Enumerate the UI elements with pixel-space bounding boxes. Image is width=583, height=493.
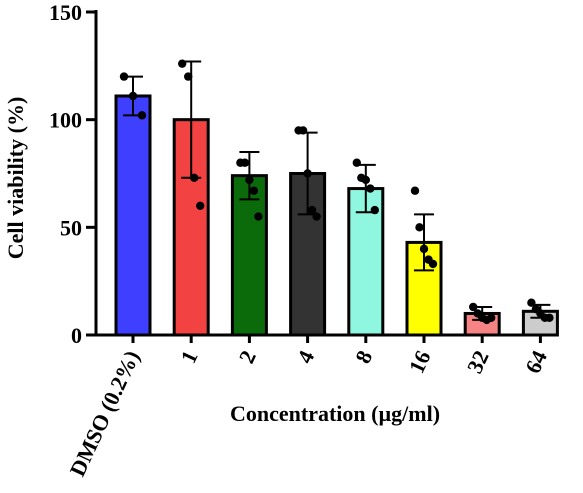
bar xyxy=(114,94,152,337)
x-axis-label: Concentration (µg/ml) xyxy=(230,401,440,426)
data-point xyxy=(196,201,205,210)
data-point xyxy=(415,223,424,232)
x-tick-label: DMSO (0.2%) xyxy=(65,347,145,481)
data-point xyxy=(419,244,429,254)
data-point xyxy=(366,184,375,193)
data-point xyxy=(527,298,536,307)
data-point xyxy=(184,72,193,81)
x-tick-label: 8 xyxy=(350,347,377,368)
y-axis-label: Cell viability (%) xyxy=(3,97,28,260)
data-point xyxy=(410,186,420,195)
bars-layer xyxy=(114,94,559,337)
data-point xyxy=(361,175,370,185)
data-point xyxy=(312,212,321,221)
y-tick-label: 0 xyxy=(71,323,82,348)
data-point xyxy=(298,126,308,135)
x-tick-label: 64 xyxy=(520,347,552,378)
x-tick-label: 2 xyxy=(234,347,261,368)
x-tick-label: 16 xyxy=(404,347,436,378)
data-point xyxy=(307,205,317,215)
data-point xyxy=(249,186,259,195)
data-point xyxy=(240,158,250,167)
data-point xyxy=(178,59,187,68)
data-point xyxy=(119,72,129,81)
y-tick-label: 100 xyxy=(49,108,82,133)
data-point xyxy=(190,173,199,183)
x-tick-label: 32 xyxy=(462,347,494,378)
data-point xyxy=(545,313,554,322)
data-point xyxy=(137,111,147,120)
labels-layer: Cell viability (%) Concentration (µg/ml)… xyxy=(3,0,552,480)
x-tick-label: 1 xyxy=(175,347,202,368)
data-point xyxy=(428,259,438,269)
data-point xyxy=(352,158,361,167)
data-point xyxy=(370,205,379,215)
data-point xyxy=(303,169,312,178)
data-point xyxy=(487,313,496,322)
axes-layer xyxy=(86,10,553,343)
data-point xyxy=(254,212,263,221)
data-points-layer xyxy=(119,59,554,325)
data-point xyxy=(469,302,478,312)
x-tick-label: 4 xyxy=(292,347,319,368)
data-point xyxy=(245,175,254,185)
y-tick-label: 50 xyxy=(60,215,82,240)
data-point xyxy=(128,91,138,101)
y-tick-label: 150 xyxy=(49,0,82,25)
